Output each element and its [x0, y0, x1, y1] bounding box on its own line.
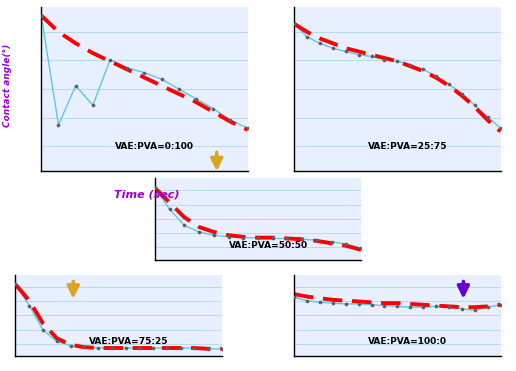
Point: [209, 106, 217, 112]
Point: [303, 34, 311, 40]
Point: [354, 301, 363, 307]
Point: [406, 304, 414, 310]
Point: [39, 327, 47, 333]
Text: VAE:PVA=75:25: VAE:PVA=75:25: [89, 337, 169, 347]
Point: [445, 81, 453, 87]
Point: [269, 236, 277, 242]
Point: [496, 125, 505, 131]
Point: [190, 345, 199, 351]
Text: VAE:PVA=50:50: VAE:PVA=50:50: [229, 241, 308, 250]
Point: [121, 345, 130, 351]
Point: [149, 345, 157, 351]
Point: [227, 117, 235, 123]
Point: [471, 102, 479, 108]
Point: [151, 185, 159, 191]
Point: [254, 235, 262, 241]
Point: [195, 229, 203, 235]
Point: [458, 306, 466, 312]
Point: [316, 40, 324, 46]
Point: [316, 299, 324, 305]
Point: [419, 304, 427, 310]
Point: [89, 102, 97, 108]
Point: [192, 96, 200, 102]
Point: [483, 304, 492, 310]
Point: [157, 76, 166, 82]
Point: [244, 125, 252, 131]
Point: [72, 83, 80, 89]
Point: [54, 122, 62, 128]
Point: [380, 57, 389, 63]
Point: [329, 45, 337, 51]
Point: [224, 234, 233, 240]
Point: [342, 49, 350, 55]
Text: Contact angle(°): Contact angle(°): [3, 44, 12, 127]
Point: [483, 114, 492, 120]
Point: [393, 303, 401, 309]
Point: [290, 21, 298, 27]
Point: [37, 13, 45, 19]
Point: [367, 53, 376, 59]
Point: [432, 303, 440, 309]
Point: [329, 300, 337, 306]
Point: [53, 338, 61, 344]
Point: [175, 86, 183, 92]
Point: [367, 302, 376, 308]
Point: [106, 57, 114, 63]
Point: [25, 303, 34, 309]
Point: [283, 236, 292, 242]
Point: [393, 58, 401, 64]
Point: [209, 232, 218, 238]
Point: [166, 206, 174, 212]
Text: VAE:PVA=100:0: VAE:PVA=100:0: [368, 337, 447, 347]
Point: [204, 346, 212, 352]
Point: [140, 70, 149, 76]
Point: [380, 303, 389, 309]
Point: [239, 235, 247, 241]
Point: [218, 346, 226, 352]
Text: Time (sec): Time (sec): [115, 189, 180, 199]
Point: [419, 66, 427, 72]
Point: [445, 304, 453, 310]
Point: [496, 302, 505, 308]
Point: [135, 345, 143, 351]
Point: [290, 295, 298, 301]
Text: VAE:PVA=0:100: VAE:PVA=0:100: [115, 142, 195, 151]
Point: [11, 281, 20, 287]
Point: [328, 239, 336, 245]
Point: [67, 342, 75, 348]
Point: [298, 236, 307, 242]
Point: [313, 237, 321, 243]
Point: [180, 223, 188, 229]
Point: [80, 344, 88, 350]
Text: VAE:PVA=25:75: VAE:PVA=25:75: [368, 142, 447, 151]
Point: [354, 52, 363, 58]
Point: [176, 345, 185, 351]
Point: [357, 245, 365, 251]
Point: [163, 345, 171, 351]
Point: [406, 62, 414, 68]
Point: [471, 308, 479, 313]
Point: [342, 301, 350, 307]
Point: [458, 91, 466, 97]
Point: [123, 65, 132, 71]
Point: [94, 345, 102, 351]
Point: [303, 298, 311, 303]
Point: [432, 73, 440, 79]
Point: [108, 345, 116, 351]
Point: [342, 241, 350, 247]
